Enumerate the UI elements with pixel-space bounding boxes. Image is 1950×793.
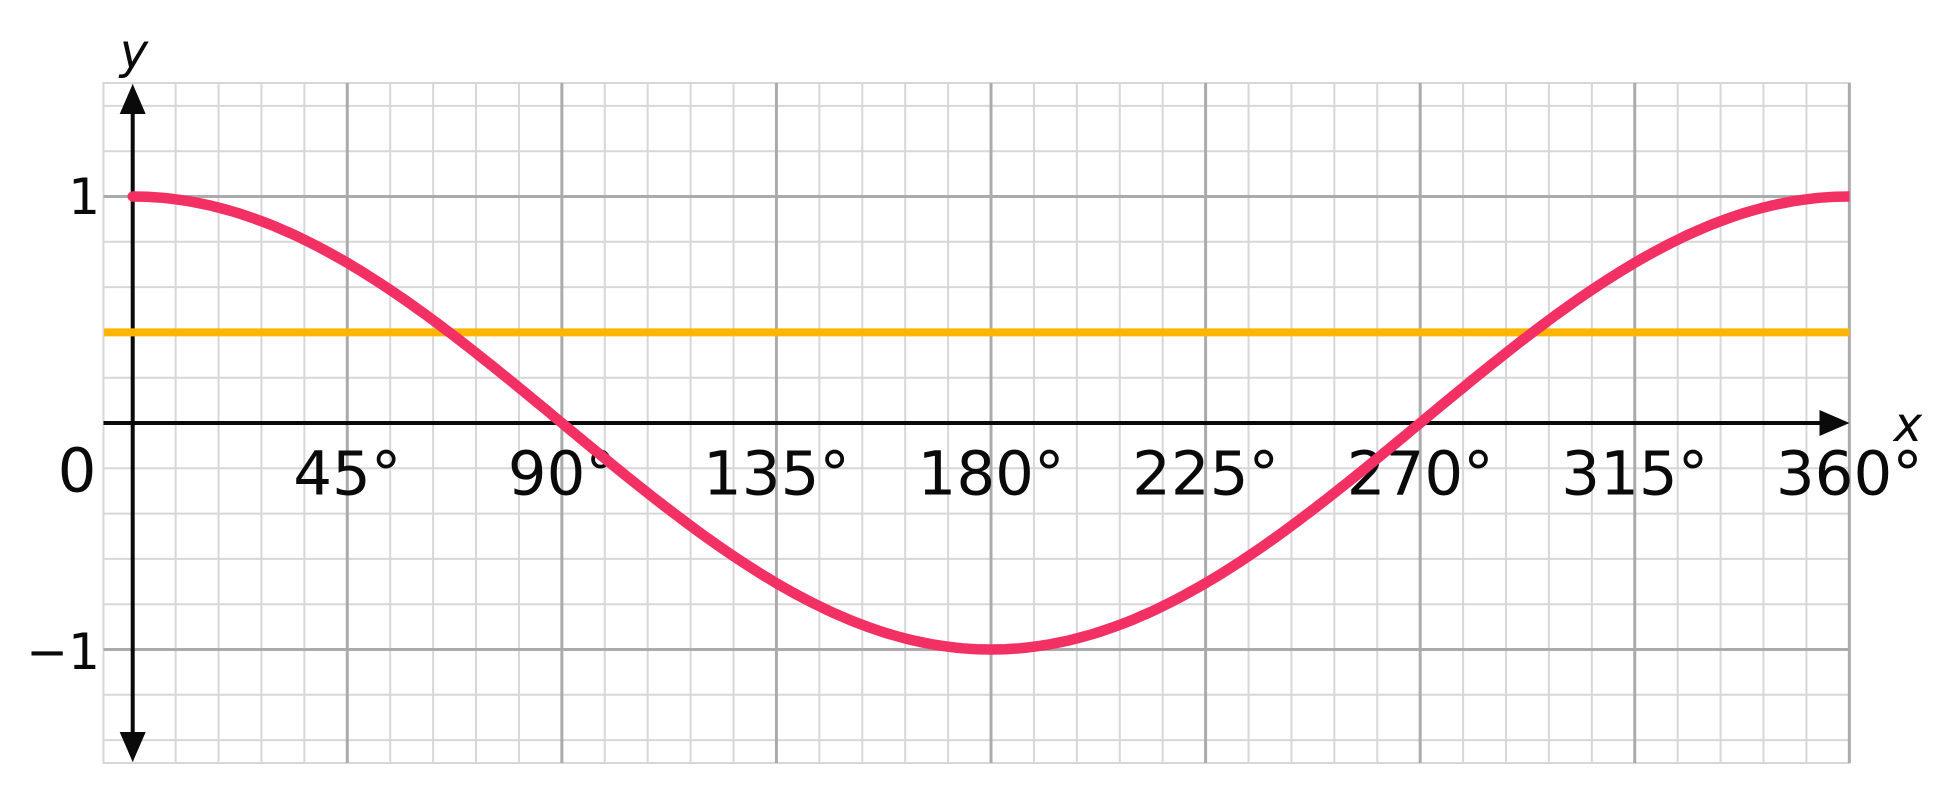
axes [103, 84, 1850, 762]
cosine-curve [127, 191, 1850, 655]
grid-major [103, 83, 1851, 763]
y-axis-label: y [119, 24, 149, 80]
y-axis-arrowhead-bottom [119, 732, 146, 762]
plot-area [102, 82, 1851, 764]
x-tick-label-45: 45° [293, 438, 402, 510]
y-tick-label-neg1: −1 [26, 623, 100, 681]
x-tick-label-315: 315° [1561, 438, 1709, 510]
x-axis-arrowhead [1819, 410, 1850, 436]
x-tick-label-90: 90° [507, 438, 616, 510]
x-tick-label-225: 225° [1132, 438, 1280, 510]
y-tick-label-1: 1 [68, 168, 100, 226]
x-tick-label-180: 180° [917, 438, 1065, 510]
x-tick-label-360: 360° [1775, 438, 1923, 510]
grid-minor [103, 83, 1851, 763]
x-axis-label: x [1893, 397, 1923, 453]
x-tick-label-135: 135° [702, 438, 850, 510]
origin-tick-label: 0 [57, 435, 97, 507]
y-axis-arrowhead-top [119, 84, 146, 114]
x-tick-label-270: 270° [1346, 438, 1494, 510]
